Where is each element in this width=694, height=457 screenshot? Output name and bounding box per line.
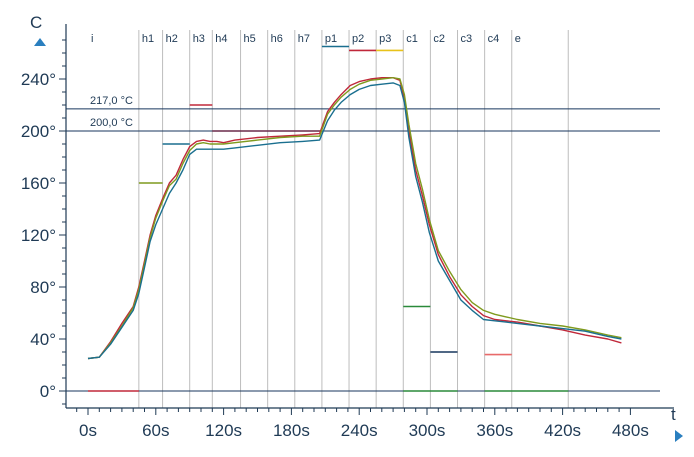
- zone-label-c1: c1: [406, 33, 418, 45]
- x-tick-label-60: 60s: [142, 421, 169, 440]
- series-line-0: [87, 76, 622, 360]
- y-tick-label-120: 120°: [21, 226, 56, 245]
- reference-line-label-217: 217,0 °C: [90, 95, 133, 107]
- y-axis-arrow-icon: [34, 38, 46, 46]
- series-line-2: [87, 82, 622, 360]
- zone-label-c4: c4: [488, 33, 500, 45]
- zone-label-p2: p2: [352, 33, 364, 45]
- zone-label-c3: c3: [461, 33, 473, 45]
- zone-label-e: e: [515, 33, 521, 45]
- x-tick-label-300: 300s: [409, 421, 446, 440]
- zone-label-p1: p1: [325, 33, 337, 45]
- zone-label-h4: h4: [215, 33, 227, 45]
- x-axis-ticks: 0s 60s 120s 180s 240s 300s 360s 420s 480s: [76, 408, 649, 440]
- x-axis-unit-label: t: [671, 405, 676, 424]
- zone-label-h5: h5: [244, 33, 256, 45]
- setpoint-segments: [88, 45, 569, 392]
- x-tick-label-120: 120s: [205, 421, 242, 440]
- y-tick-label-0: 0°: [40, 382, 56, 401]
- series-lines: [87, 76, 622, 360]
- zone-label-h6: h6: [271, 33, 283, 45]
- y-axis-ticks: 0° 40° 80° 120° 160° 200° 240°: [21, 39, 66, 405]
- zone-label-h2: h2: [166, 33, 178, 45]
- y-tick-label-160: 160°: [21, 174, 56, 193]
- zone-label-c2: c2: [433, 33, 445, 45]
- zone-labels: i h1 h2 h3 h4 h5 h6 h7 p1 p2 p3 c1 c2 c3 c4 e: [91, 33, 521, 45]
- y-tick-label-80: 80°: [30, 278, 56, 297]
- x-tick-label-0: 0s: [79, 421, 97, 440]
- x-tick-label-240: 240s: [341, 421, 378, 440]
- y-tick-label-200: 200°: [21, 122, 56, 141]
- zone-label-h7: h7: [298, 33, 310, 45]
- series-line-1: [87, 76, 622, 360]
- zone-label-p3: p3: [379, 33, 391, 45]
- reference-line-label-200: 200,0 °C: [90, 117, 133, 129]
- zone-label-h1: h1: [142, 33, 154, 45]
- x-axis-arrow-icon: [675, 430, 683, 442]
- x-tick-label-360: 360s: [476, 421, 513, 440]
- reference-lines: 217,0 °C 200,0 °C: [66, 95, 660, 392]
- x-tick-label-420: 420s: [544, 421, 581, 440]
- x-tick-label-480: 480s: [612, 421, 649, 440]
- zone-label-h3: h3: [193, 33, 205, 45]
- zone-label-i: i: [91, 33, 93, 45]
- x-tick-label-180: 180s: [273, 421, 310, 440]
- y-tick-label-240: 240°: [21, 70, 56, 89]
- y-axis-unit-label: C: [30, 13, 42, 32]
- y-tick-label-40: 40°: [30, 330, 56, 349]
